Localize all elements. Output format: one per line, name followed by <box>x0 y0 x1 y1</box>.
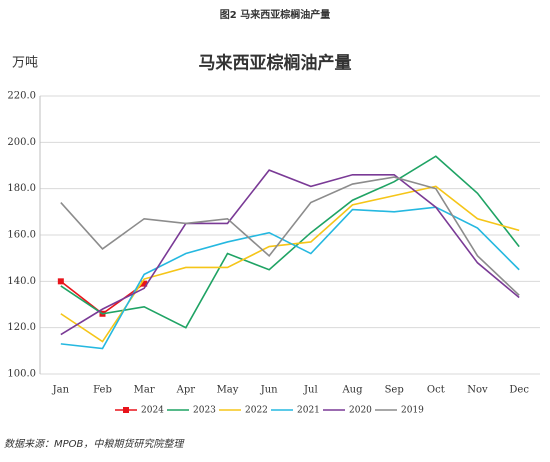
y-tick-label: 100.0 <box>7 369 36 380</box>
series-marker <box>141 280 148 287</box>
x-tick-label: Apr <box>176 385 196 396</box>
legend-label: 2021 <box>297 406 320 416</box>
x-tick-label: Jun <box>260 385 278 396</box>
x-tick-label: May <box>217 385 239 396</box>
legend-label: 2024 <box>141 406 164 416</box>
y-tick-label: 120.0 <box>7 322 36 333</box>
legend-label: 2022 <box>245 406 268 416</box>
legend-label: 2019 <box>401 406 424 416</box>
x-tick-label: Jul <box>303 385 318 396</box>
y-axis-label: 万吨 <box>12 56 38 71</box>
series-line <box>60 155 520 329</box>
chart-title: 马来西亚棕榈油产量 <box>199 53 352 74</box>
figure-caption: 图2 马来西亚棕榈油产量 <box>220 8 330 21</box>
x-tick-label: Sep <box>385 385 404 396</box>
series-line <box>60 206 520 350</box>
series-line <box>60 169 520 336</box>
x-tick-label: Nov <box>467 385 488 396</box>
series-line <box>60 185 520 343</box>
series-line <box>60 176 520 296</box>
x-tick-label: Feb <box>93 385 112 396</box>
legend-label: 2020 <box>349 406 372 416</box>
y-tick-label: 180.0 <box>7 183 36 194</box>
y-tick-label: 140.0 <box>7 276 36 287</box>
legend-marker <box>123 407 129 413</box>
x-tick-label: Oct <box>427 385 445 396</box>
y-tick-label: 160.0 <box>7 230 36 241</box>
x-tick-label: Jan <box>52 385 70 396</box>
legend-label: 2023 <box>193 406 216 416</box>
x-tick-label: Dec <box>509 385 529 396</box>
y-tick-label: 220.0 <box>7 91 36 102</box>
source-note: 数据来源：MPOB，中粮期货研究院整理 <box>4 438 185 450</box>
x-tick-label: Aug <box>341 385 363 396</box>
series-marker <box>57 278 64 285</box>
x-tick-label: Mar <box>134 385 155 396</box>
y-tick-label: 200.0 <box>7 137 36 148</box>
